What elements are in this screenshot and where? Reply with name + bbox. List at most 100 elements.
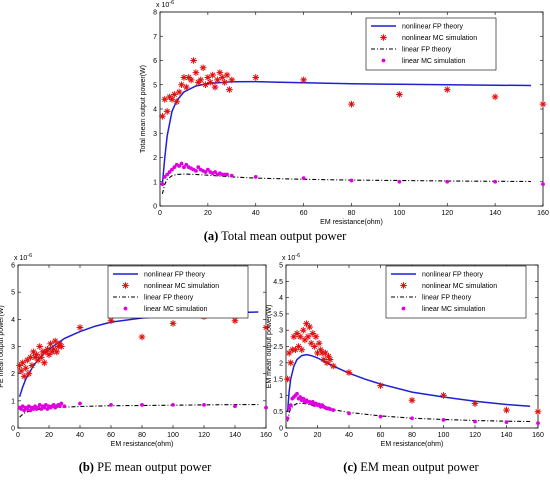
star-point-b-20 (47, 340, 54, 348)
star-point-a-27 (223, 71, 231, 79)
dot-point-a-15 (196, 165, 201, 170)
legend-label-a-3: linear MC simulation (402, 58, 466, 65)
y-axis-label-c: EM mean output power(W) (266, 305, 273, 389)
star-point-b-27 (58, 343, 65, 350)
star-point-b-9 (30, 348, 37, 356)
legend-label-c-1: nonlinear MC simulation (422, 283, 497, 290)
y-tick-label-a-6: 6 (153, 58, 157, 65)
x-tick-label-b-7: 140 (229, 432, 241, 439)
star-point-b-3 (20, 373, 28, 380)
star-point-c-7 (295, 343, 302, 350)
star-point-a-29 (228, 76, 236, 84)
star-point-a-9 (180, 74, 188, 81)
star-point-c-12 (303, 320, 310, 327)
x-tick-label-a-6: 120 (441, 210, 453, 217)
star-point-a-5 (171, 91, 178, 98)
star-point-b-29 (107, 317, 115, 324)
exponent-label-c: x 10-6 (282, 253, 300, 262)
x-axis-label-a: EM resistance(ohm) (320, 219, 383, 226)
x-axis-label-c: EM resistance(ohm) (381, 441, 444, 448)
y-tick-label-b-4: 4 (11, 317, 15, 324)
dot-point-a-5 (172, 165, 177, 170)
x-tick-label-a-1: 20 (204, 210, 212, 217)
y-tick-label-a-8: 8 (153, 10, 157, 17)
y-tick-label-b-3: 3 (11, 344, 15, 351)
y-tick-label-c-5: 2.5 (273, 344, 283, 351)
star-point-b-12 (34, 356, 42, 364)
star-point-c-34 (503, 406, 510, 414)
legend-swatch-c-1 (400, 282, 407, 289)
legend-swatch-b-3 (123, 306, 128, 311)
star-point-b-14 (37, 354, 45, 361)
dot-point-c-34 (504, 420, 509, 425)
y-tick-label-b-2: 2 (11, 371, 15, 378)
x-tick-label-c-5: 100 (438, 432, 450, 439)
star-point-a-32 (348, 100, 355, 108)
dot-point-c-0 (285, 416, 290, 421)
star-point-a-1 (161, 96, 169, 103)
star-point-a-35 (491, 93, 499, 101)
y-tick-label-c-7: 3.5 (273, 311, 283, 318)
y-tick-label-a-3: 3 (153, 131, 157, 138)
legend-label-a-1: nonlinear MC simulation (402, 35, 477, 42)
dot-point-c-31 (410, 416, 414, 421)
dot-point-a-1 (162, 175, 167, 179)
x-tick-label-a-8: 160 (537, 210, 549, 217)
star-point-a-20 (206, 79, 214, 86)
x-tick-label-c-3: 60 (377, 432, 385, 439)
dot-point-c-28 (331, 408, 336, 412)
dot-point-a-2 (165, 172, 170, 177)
star-point-c-29 (345, 369, 353, 376)
caption-b-letter: (b) (78, 460, 94, 474)
x-tick-label-b-1: 20 (45, 432, 53, 439)
dot-point-a-22 (213, 170, 217, 174)
star-point-a-26 (221, 79, 228, 86)
star-point-c-27 (326, 356, 334, 363)
dot-point-a-32 (397, 179, 402, 184)
y-tick-label-c-9: 4.5 (273, 279, 283, 286)
star-point-a-22 (211, 83, 219, 91)
x-tick-label-a-4: 80 (348, 210, 356, 217)
y-tick-label-c-6: 3 (279, 328, 283, 335)
star-point-a-6 (173, 98, 181, 106)
star-point-b-18 (44, 345, 51, 353)
star-point-b-28 (76, 324, 84, 331)
y-tick-label-b-0: 0 (11, 426, 15, 433)
x-tick-label-b-2: 40 (76, 432, 84, 439)
star-point-b-10 (31, 354, 39, 361)
caption-a: (a) Total mean output power (150, 229, 400, 244)
x-tick-label-a-7: 140 (489, 210, 501, 217)
dot-point-c-33 (473, 419, 477, 424)
star-point-c-6 (293, 330, 301, 337)
x-tick-label-b-4: 80 (138, 432, 146, 439)
caption-a-letter: (a) (203, 229, 219, 243)
star-point-a-33 (396, 91, 403, 98)
star-point-b-19 (45, 351, 53, 358)
dot-point-a-9 (182, 165, 186, 170)
star-point-b-0 (16, 362, 23, 369)
star-point-b-26 (56, 340, 64, 348)
y-tick-label-c-2: 1 (279, 393, 283, 400)
star-point-a-21 (209, 71, 216, 79)
star-point-c-24 (322, 349, 329, 357)
dot-point-c-35 (536, 421, 540, 426)
exponent-power-c: -6 (295, 253, 300, 259)
exponent-label-b: x 10-6 (14, 253, 32, 262)
star-point-a-28 (226, 86, 233, 93)
star-point-a-15 (195, 79, 202, 86)
dot-point-c-1 (287, 406, 292, 411)
star-point-a-19 (204, 74, 212, 81)
dot-point-b-33 (202, 403, 206, 407)
star-point-a-24 (216, 69, 224, 76)
legend-label-b-1: nonlinear MC simulation (144, 283, 219, 290)
star-point-c-21 (317, 346, 324, 354)
x-tick-label-c-0: 0 (284, 432, 288, 439)
x-tick-label-c-2: 40 (345, 432, 353, 439)
star-point-c-10 (300, 326, 307, 334)
legend-swatch-a-3 (381, 58, 386, 63)
star-point-b-13 (36, 343, 43, 350)
y-tick-label-b-6: 6 (11, 263, 15, 270)
star-point-a-17 (199, 64, 207, 72)
y-axis-label-b: PE mean output power(W) (0, 305, 5, 387)
caption-c-text: EM mean output power (357, 460, 479, 474)
